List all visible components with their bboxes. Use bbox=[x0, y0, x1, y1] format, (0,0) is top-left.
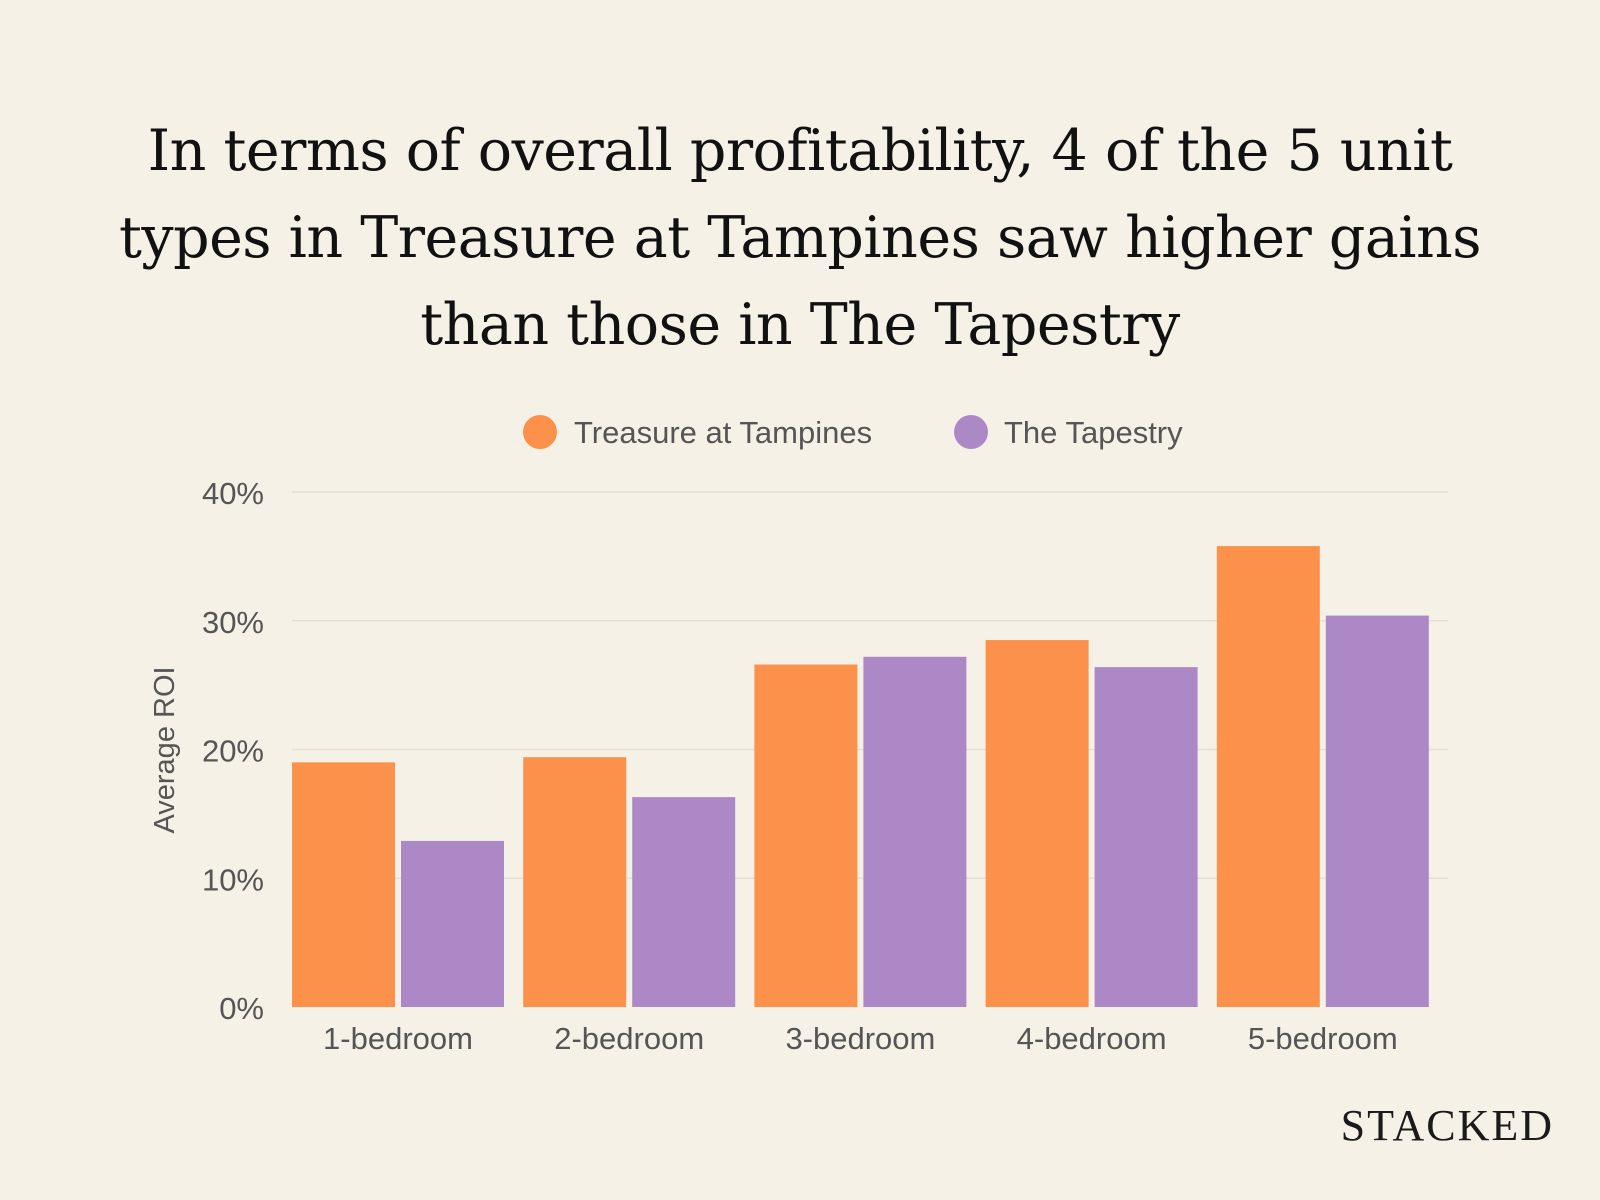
legend-label: Treasure at Tampines bbox=[574, 415, 872, 450]
brand-logo: STACKED bbox=[1340, 1101, 1554, 1150]
legend-label: The Tapestry bbox=[1004, 415, 1183, 450]
legend-swatch-treasure-at-tampines bbox=[523, 415, 557, 449]
bar-the-tapestry-1-bedroom bbox=[401, 840, 504, 1007]
x-tick-label: 4-bedroom bbox=[1017, 1021, 1167, 1056]
x-tick-label: 5-bedroom bbox=[1248, 1021, 1398, 1056]
y-tick-label: 30% bbox=[202, 605, 264, 640]
bar-treasure-at-tampines-1-bedroom bbox=[292, 762, 395, 1007]
bar-the-tapestry-5-bedroom bbox=[1325, 615, 1429, 1007]
legend-swatch-the-tapestry bbox=[954, 415, 988, 449]
bar-treasure-at-tampines-3-bedroom bbox=[754, 664, 858, 1007]
y-tick-label: 10% bbox=[202, 862, 264, 897]
chart-title: In terms of overall profitability, 4 of … bbox=[118, 118, 1482, 358]
bar-treasure-at-tampines-4-bedroom bbox=[985, 640, 1089, 1007]
y-tick-label: 0% bbox=[219, 991, 264, 1026]
x-tick-label: 2-bedroom bbox=[554, 1021, 704, 1056]
bar-the-tapestry-4-bedroom bbox=[1094, 667, 1198, 1007]
bar-treasure-at-tampines-2-bedroom bbox=[523, 757, 627, 1007]
y-tick-label: 40% bbox=[202, 476, 264, 511]
x-tick-label: 1-bedroom bbox=[323, 1021, 473, 1056]
bar-treasure-at-tampines-5-bedroom bbox=[1216, 546, 1320, 1007]
y-axis-title: Average ROI bbox=[149, 666, 181, 833]
x-tick-label: 3-bedroom bbox=[785, 1021, 935, 1056]
bar-the-tapestry-2-bedroom bbox=[632, 797, 736, 1007]
y-tick-label: 20% bbox=[202, 734, 264, 769]
bar-the-tapestry-3-bedroom bbox=[863, 656, 967, 1007]
